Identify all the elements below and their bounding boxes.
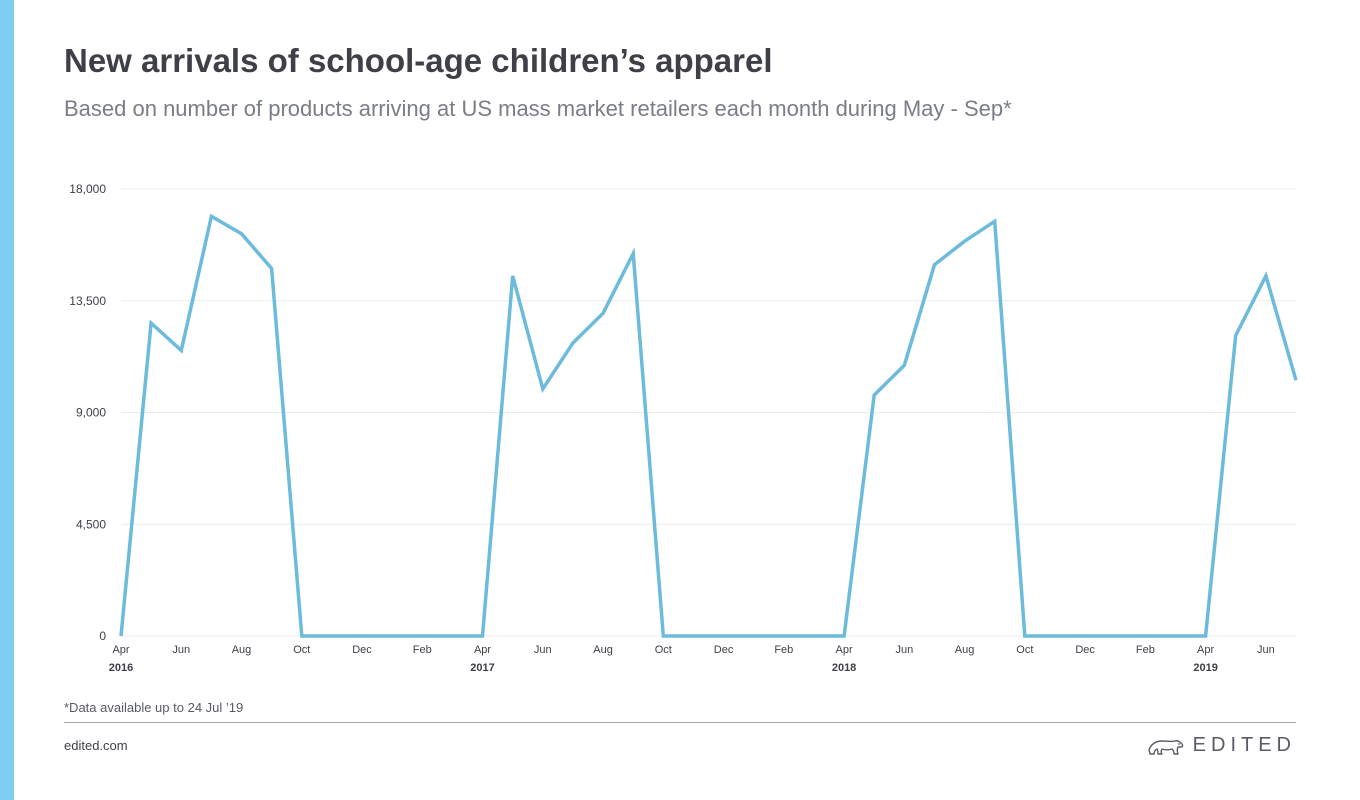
x-tick-label: Apr bbox=[112, 644, 129, 656]
x-tick-label: Jun bbox=[534, 644, 552, 656]
x-tick-label: Dec bbox=[1075, 644, 1095, 656]
brand-logo: EDITED bbox=[1147, 734, 1296, 757]
y-tick-label: 13,500 bbox=[69, 294, 106, 308]
x-tick-label: Feb bbox=[413, 644, 432, 656]
x-tick-label: Aug bbox=[955, 644, 975, 656]
x-tick-label: Jun bbox=[1257, 644, 1275, 656]
x-tick-label: Oct bbox=[655, 644, 672, 656]
brand-name: EDITED bbox=[1192, 734, 1296, 756]
x-tick-label: Oct bbox=[1016, 644, 1033, 656]
x-tick-year: 2019 bbox=[1193, 662, 1217, 674]
x-tick-label: Oct bbox=[293, 644, 310, 656]
y-tick-label: 18,000 bbox=[69, 182, 106, 196]
x-tick-year: 2017 bbox=[470, 662, 494, 674]
line-chart: 0 4,500 9,000 13,500 18,000 Apr 2016 Jun Aug Oct… bbox=[69, 182, 1298, 674]
chart-title: New arrivals of school-age children’s ap… bbox=[64, 42, 773, 79]
x-tick-label: Dec bbox=[352, 644, 372, 656]
x-axis-ticks: Apr 2016 Jun Aug Oct Dec Feb Apr 2017 Jun Aug Oct De… bbox=[109, 644, 1275, 674]
x-tick-label: Apr bbox=[474, 644, 491, 656]
series-layer bbox=[119, 213, 1298, 638]
x-tick-year: 2018 bbox=[832, 662, 856, 674]
x-tick-label: Apr bbox=[836, 644, 853, 656]
chart-subtitle: Based on number of products arriving at … bbox=[64, 96, 1012, 121]
x-tick-label: Dec bbox=[714, 644, 734, 656]
y-tick-label: 9,000 bbox=[76, 406, 106, 420]
x-tick-label: Apr bbox=[1197, 644, 1214, 656]
accent-bar bbox=[0, 0, 14, 800]
footer-divider bbox=[64, 722, 1296, 723]
y-tick-label: 0 bbox=[99, 629, 106, 643]
x-tick-year: 2016 bbox=[109, 662, 133, 674]
x-tick-label: Feb bbox=[774, 644, 793, 656]
x-tick-label: Jun bbox=[895, 644, 913, 656]
polar-bear-icon bbox=[1147, 739, 1184, 755]
x-tick-label: Feb bbox=[1136, 644, 1155, 656]
series-line bbox=[119, 213, 1298, 638]
website-link[interactable]: edited.com bbox=[64, 738, 128, 753]
x-tick-label: Aug bbox=[232, 644, 252, 656]
x-tick-label: Jun bbox=[172, 644, 190, 656]
footnote: *Data available up to 24 Jul ’19 bbox=[64, 700, 244, 715]
y-tick-label: 4,500 bbox=[76, 517, 106, 531]
x-tick-label: Aug bbox=[593, 644, 613, 656]
y-axis-ticks: 0 4,500 9,000 13,500 18,000 bbox=[69, 182, 106, 643]
